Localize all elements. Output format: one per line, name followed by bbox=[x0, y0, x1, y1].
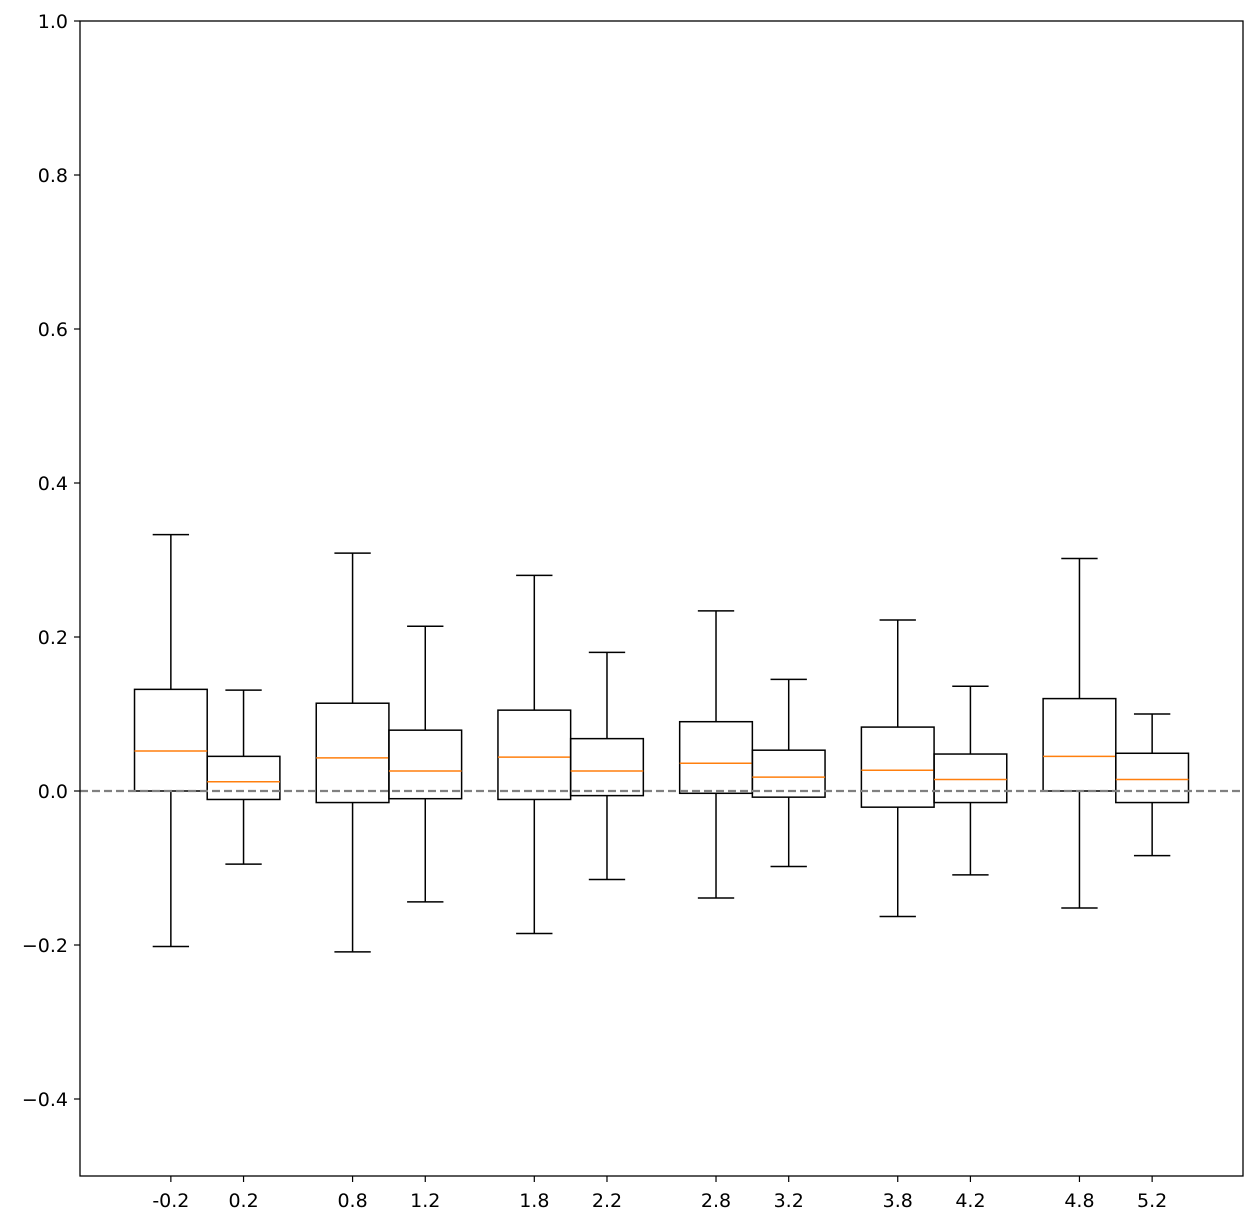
box-group-9 bbox=[933, 685, 1008, 876]
box-group-6 bbox=[678, 610, 754, 899]
box-group-7 bbox=[751, 678, 826, 868]
y-tick-label: 0.6 bbox=[38, 319, 68, 341]
y-tick-label: 0.0 bbox=[38, 781, 68, 803]
x-tick-label: 3.8 bbox=[883, 1190, 913, 1212]
box-group-8 bbox=[860, 619, 935, 918]
x-tick-label: 3.2 bbox=[774, 1190, 804, 1212]
y-tick-label: 1.0 bbox=[38, 11, 68, 33]
x-tick-label: 0.8 bbox=[337, 1190, 367, 1212]
axes: −0.4 −0.2 0.0 0.2 0.4 0.6 0.8 1.0 -0.2 0.2 0.8 1.2 1… bbox=[22, 11, 1244, 1212]
box bbox=[206, 755, 281, 801]
box-group-11 bbox=[1115, 713, 1190, 857]
axes-frame bbox=[79, 20, 1244, 1177]
y-tick-label: −0.2 bbox=[22, 935, 68, 957]
y-tick-label: 0.8 bbox=[38, 165, 68, 187]
y-tick-label: 0.4 bbox=[38, 473, 68, 495]
x-tick-label: 2.2 bbox=[592, 1190, 622, 1212]
x-tick-label: 1.8 bbox=[519, 1190, 549, 1212]
y-tick-label: −0.4 bbox=[22, 1089, 68, 1111]
box-group-3 bbox=[388, 625, 463, 903]
box bbox=[569, 737, 645, 797]
box bbox=[388, 729, 463, 800]
x-tick-label: 1.2 bbox=[410, 1190, 440, 1212]
box bbox=[1115, 752, 1190, 804]
x-tick-label: 2.8 bbox=[701, 1190, 731, 1212]
box bbox=[751, 749, 826, 798]
plot-area bbox=[80, 533, 1243, 953]
box-group-4 bbox=[497, 574, 572, 935]
box-group-5 bbox=[569, 651, 645, 881]
y-tick-label: 0.2 bbox=[38, 627, 68, 649]
box bbox=[933, 753, 1008, 804]
x-tick-label: 4.8 bbox=[1064, 1190, 1094, 1212]
box-group-1 bbox=[206, 689, 281, 865]
x-tick-label: -0.2 bbox=[152, 1190, 189, 1212]
x-tick-label: 4.2 bbox=[955, 1190, 985, 1212]
x-tick-label: 0.2 bbox=[228, 1190, 258, 1212]
x-tick-label: 5.2 bbox=[1137, 1190, 1167, 1212]
box-group-2 bbox=[315, 552, 390, 953]
